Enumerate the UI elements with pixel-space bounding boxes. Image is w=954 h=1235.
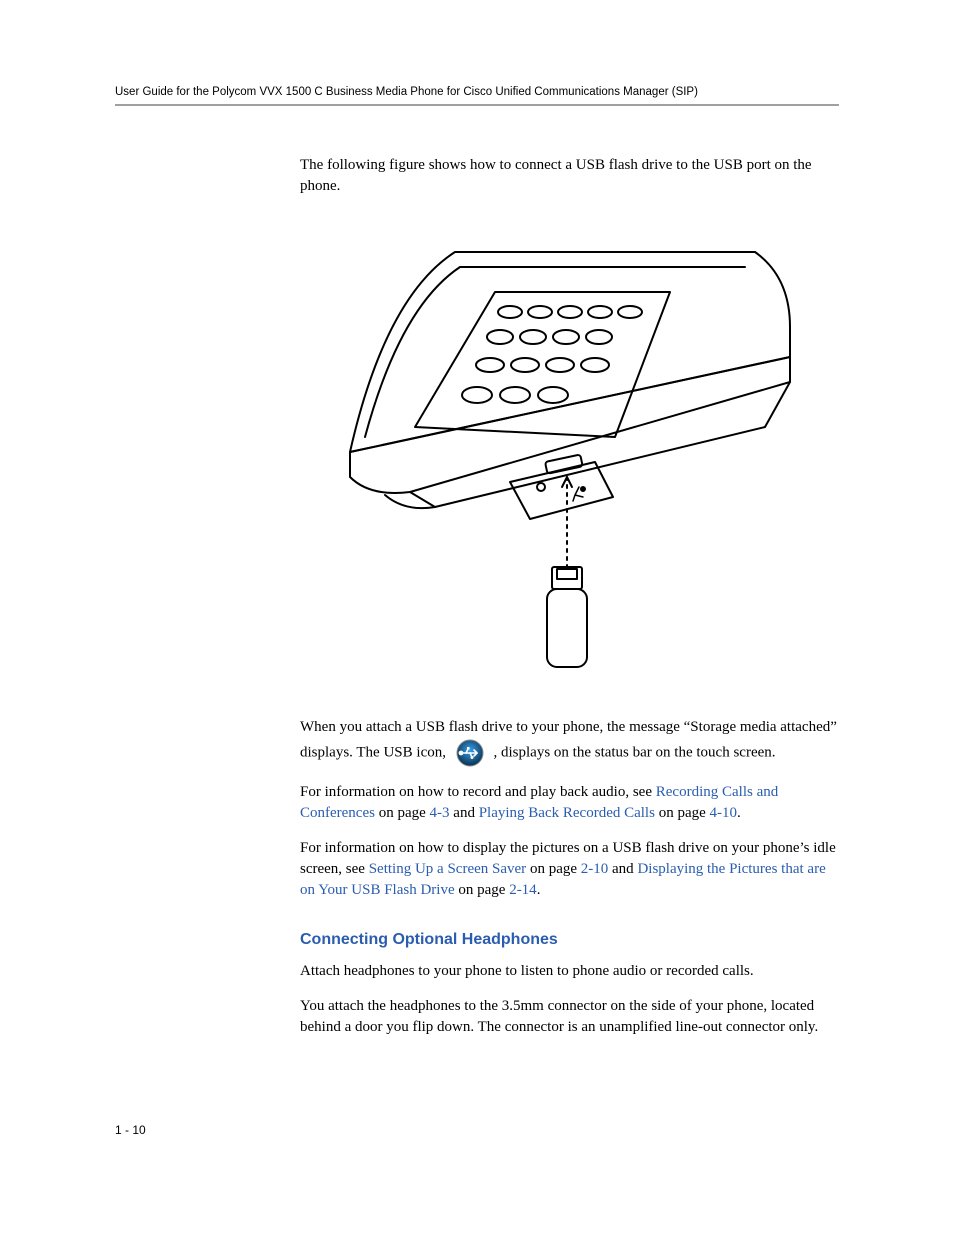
link-playing-back[interactable]: Playing Back Recorded Calls (479, 805, 655, 821)
usb-connection-figure (345, 237, 795, 677)
pictures-info-paragraph: For information on how to display the pi… (300, 838, 839, 901)
para4-p2: on page (526, 861, 581, 877)
para4-p5: . (537, 882, 541, 898)
intro-paragraph: The following figure shows how to connec… (300, 155, 839, 197)
recording-info-paragraph: For information on how to record and pla… (300, 782, 839, 824)
headphones-para1: Attach headphones to your phone to liste… (300, 961, 839, 982)
header-rule (115, 104, 839, 106)
page-ref-2-10[interactable]: 2-10 (581, 861, 609, 877)
page-content: The following figure shows how to connec… (300, 155, 839, 1052)
para2-part2: , displays on the status bar on the touc… (493, 744, 775, 760)
page-ref-2-14[interactable]: 2-14 (509, 882, 537, 898)
page-ref-4-10[interactable]: 4-10 (710, 805, 738, 821)
storage-media-paragraph: When you attach a USB flash drive to you… (300, 717, 839, 768)
para4-p4: on page (455, 882, 510, 898)
para3-p1: For information on how to record and pla… (300, 784, 656, 800)
para3-p4: on page (655, 805, 710, 821)
header-title: User Guide for the Polycom VVX 1500 C Bu… (115, 86, 698, 98)
para4-p3: and (608, 861, 637, 877)
usb-icon (453, 738, 487, 768)
phone-usb-diagram (345, 237, 795, 677)
page-number: 1 - 10 (115, 1123, 146, 1137)
link-screen-saver[interactable]: Setting Up a Screen Saver (369, 861, 526, 877)
headphones-para2: You attach the headphones to the 3.5mm c… (300, 996, 839, 1038)
para3-p5: . (737, 805, 741, 821)
page-header: User Guide for the Polycom VVX 1500 C Bu… (115, 86, 839, 106)
para3-p2: on page (375, 805, 430, 821)
para3-p3: and (450, 805, 479, 821)
page-ref-4-3[interactable]: 4-3 (430, 805, 450, 821)
subheading-connecting-headphones: Connecting Optional Headphones (300, 929, 839, 951)
